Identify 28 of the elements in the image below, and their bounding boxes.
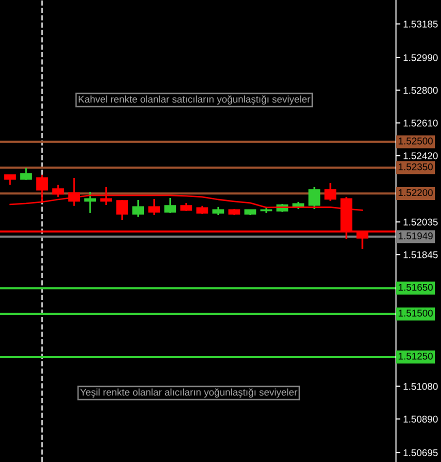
y-tick-label: 1.50890 <box>404 416 438 423</box>
y-tick-label: 1.52420 <box>404 152 438 160</box>
y-tick-label: 1.53185 <box>404 20 438 28</box>
ref-line-label: 1.52350 <box>398 163 433 170</box>
candlestick <box>308 186 320 210</box>
candlestick <box>164 197 176 214</box>
candlestick <box>324 182 336 202</box>
y-tick-label: 1.52035 <box>404 218 438 226</box>
candlestick <box>116 199 128 221</box>
candlestick <box>4 174 16 186</box>
annotation: Kahvel renkte olanlar satıcıların yoğunlaştığı seviyeler <box>78 95 310 105</box>
y-tick-label: 1.51080 <box>404 382 438 390</box>
candlestick <box>132 199 144 218</box>
ref-line-label: 1.51250 <box>398 352 433 360</box>
ref-line-label: 1.51500 <box>398 310 433 317</box>
y-tick-label: 1.52610 <box>404 120 438 127</box>
ref-line-label: 1.51650 <box>398 284 433 291</box>
annotation: Yeşil renkte olanlar alıcıların yoğunlaştığı seviyeler <box>80 388 298 398</box>
candlestick <box>84 191 96 214</box>
y-tick-label: 1.52800 <box>404 86 438 94</box>
y-tick-label: 1.50695 <box>404 449 438 456</box>
ref-line-label: 1.52200 <box>398 189 433 196</box>
ref-line-label: 1.51949 <box>398 232 433 240</box>
candlestick <box>20 167 32 181</box>
y-tick-label: 1.52990 <box>404 54 438 62</box>
candlestick <box>148 198 160 216</box>
ref-line-label: 1.52500 <box>398 138 433 144</box>
y-tick-label: 1.51845 <box>404 251 438 258</box>
